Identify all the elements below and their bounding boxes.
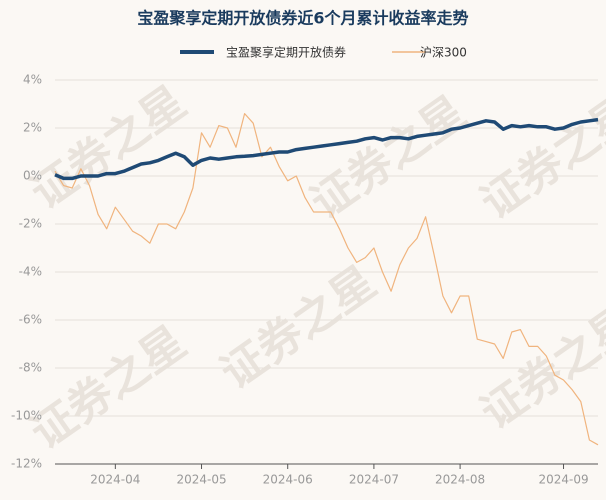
series-line (54, 117, 599, 181)
x-tick-label: 2024-08 (435, 473, 485, 487)
y-tick-label: -4% (19, 265, 42, 279)
y-tick-label: 0% (23, 169, 42, 183)
y-tick-label: -2% (19, 217, 42, 231)
x-tick-label: 2024-06 (263, 473, 313, 487)
watermark: 证券之星 (472, 87, 606, 230)
watermark: 证券之星 (212, 257, 385, 400)
x-tick-label: 2024-07 (349, 473, 399, 487)
legend-label: 宝盈聚享定期开放债券 (226, 45, 346, 60)
chart-title: 宝盈聚享定期开放债券近6个月累计收益率走势 (137, 9, 468, 28)
y-tick-label: -12% (11, 457, 42, 471)
x-tick-label: 2024-04 (90, 473, 140, 487)
y-tick-label: -10% (11, 409, 42, 423)
watermark: 证券之星 (22, 317, 195, 460)
watermark: 证券之星 (22, 77, 195, 220)
y-tick-label: 4% (23, 73, 42, 87)
legend-label: 沪深300 (420, 46, 467, 60)
y-tick-label: -6% (19, 313, 42, 327)
x-tick-label: 2024-05 (176, 473, 226, 487)
watermark: 证券之星 (302, 87, 475, 230)
series-line (54, 113, 599, 446)
y-tick-label: 2% (23, 121, 42, 135)
x-tick-label: 2024-09 (538, 473, 588, 487)
y-tick-label: -8% (19, 361, 42, 375)
